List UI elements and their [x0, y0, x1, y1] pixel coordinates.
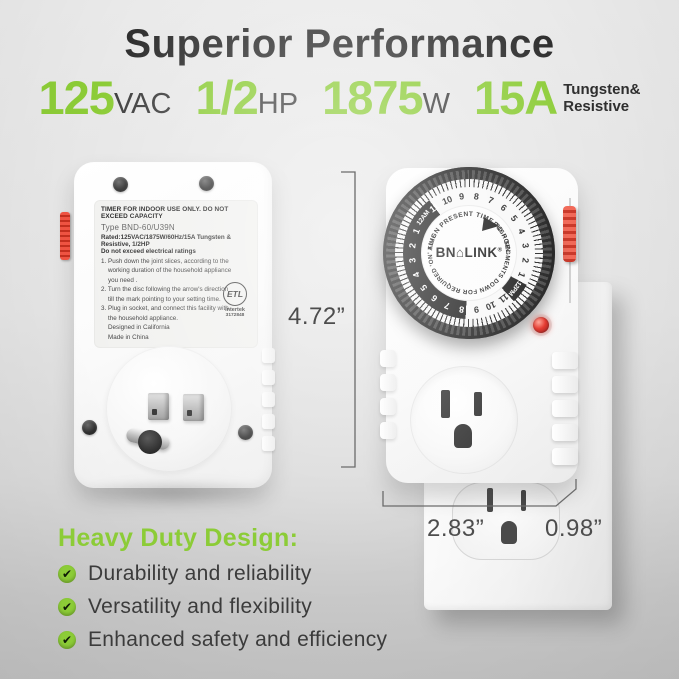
grip-ridge: [380, 422, 396, 439]
spec-value: 1/2: [195, 71, 258, 124]
plug-blade-icon: [148, 393, 169, 420]
red-slider-switch: [563, 206, 576, 262]
brand-right: LINK: [464, 245, 498, 261]
grip-ridge: [552, 448, 578, 465]
shadow: [82, 482, 272, 504]
grip-ridge: [380, 398, 396, 415]
registered-mark: ®: [497, 247, 503, 254]
back-label: TIMER FOR INDOOR USE ONLY. DO NOT EXCEED…: [94, 200, 258, 348]
spec-group: 1/2 HP: [195, 74, 298, 121]
feature-text: Durability and reliability: [88, 562, 312, 585]
timer-front-view: 12AM 11 10 9 8 7 6 5 4 3 2 1 12PM 11 10 9 8 7 6 5 4 3 2 1 ALIGN…: [380, 167, 578, 483]
outlet-ground-hole: [501, 521, 517, 544]
check-icon: ✔: [58, 565, 76, 583]
outlet-slot: [521, 490, 526, 511]
timer-dial: 12AM 11 10 9 8 7 6 5 4 3 2 1 12PM 11 10 9 8 7 6 5 4 3 2 1 ALIGN…: [383, 167, 555, 339]
dimension-width: 2.83”: [427, 515, 485, 542]
spec-unit-line: Tungsten&: [563, 81, 641, 98]
socket-slot: [441, 390, 450, 418]
screw-icon: [82, 420, 97, 435]
front-socket: [410, 366, 518, 474]
back-label-rated: Rated:125VAC/1875W/60Hz/15A Tungsten & R…: [101, 234, 232, 248]
spec-group: 125 VAC: [39, 74, 172, 121]
outlet-slot: [487, 488, 493, 512]
back-label-note: Do not exceed electrical ratings: [101, 248, 196, 255]
brand-left: BN: [435, 245, 456, 261]
grip-ridge: [552, 352, 578, 369]
plug-blade-icon: [183, 394, 204, 421]
spec-unit-line: Resistive: [563, 98, 630, 115]
specs-row: 125 VAC 1/2 HP 1875 W 15A Tungsten& Resistive: [0, 74, 679, 121]
grip-ridge: [380, 350, 396, 367]
etl-number: 3172848: [225, 313, 245, 318]
check-icon: ✔: [58, 631, 76, 649]
grip-ridge: [262, 414, 275, 429]
feature-item: ✔ Enhanced safety and efficiency: [58, 628, 387, 652]
red-slider-switch: [60, 212, 70, 260]
features-section: Heavy Duty Design: ✔ Durability and relia…: [58, 524, 387, 652]
features-list: ✔ Durability and reliability ✔ Versatility …: [58, 562, 387, 652]
page-title: Superior Performance: [124, 22, 555, 66]
grip-ridge: [552, 400, 578, 417]
grip-ridge: [262, 370, 275, 385]
spec-unit: Tungsten& Resistive: [557, 81, 640, 121]
spec-group: 15A Tungsten& Resistive: [474, 74, 640, 121]
check-icon: ✔: [58, 598, 76, 616]
spec-group: 1875 W: [322, 74, 450, 121]
timer-back-view: TIMER FOR INDOOR USE ONLY. DO NOT EXCEED…: [60, 162, 275, 488]
grip-ridge: [262, 392, 275, 407]
dimension-depth: 0.98”: [545, 515, 603, 542]
spec-value: 125: [38, 71, 115, 124]
ground-pin-base: [138, 430, 162, 454]
spec-value: 15A: [474, 71, 558, 124]
grip-ridge: [552, 424, 578, 441]
grip-ridge: [552, 376, 578, 393]
back-label-origin-line: Designed in California: [108, 324, 170, 332]
back-label-step: 1. Push down the joint slices, according…: [101, 258, 232, 284]
spec-unit: W: [422, 87, 451, 120]
grip-ridge: [262, 348, 275, 363]
plug-base: [106, 346, 232, 472]
dimension-height: 4.72”: [288, 303, 346, 330]
socket-ground-hole: [454, 424, 472, 448]
feature-text: Versatility and flexibility: [88, 595, 313, 618]
grip-ridge: [380, 374, 396, 391]
etl-mark: ETL Intertek 3172848: [216, 282, 254, 318]
screw-icon: [113, 177, 128, 192]
spec-value: 1875: [322, 71, 424, 124]
screw-icon: [199, 176, 214, 191]
feature-item: ✔ Durability and reliability: [58, 562, 387, 586]
back-label-origin: Designed in California Made in China: [101, 323, 251, 343]
back-label-step: 3. Plug in socket, and connect this faci…: [101, 305, 229, 322]
dial-face: ALIGN PRESENT TIME TO POINTER PUSH SEGME…: [421, 205, 517, 301]
indicator-led: [533, 317, 549, 333]
back-label-origin-line: Made in China: [108, 333, 149, 341]
back-label-type: Type BND-60/U39N: [101, 223, 175, 232]
house-icon: ⌂: [455, 245, 465, 261]
screw-icon: [238, 425, 253, 440]
spec-unit: HP: [257, 87, 299, 120]
brand-logo: BN⌂LINK®: [436, 245, 503, 260]
features-heading: Heavy Duty Design:: [58, 524, 299, 552]
socket-slot: [474, 392, 482, 416]
back-label-step: 2. Turn the disc following the arrow's d…: [101, 286, 229, 303]
back-label-warning: TIMER FOR INDOOR USE ONLY. DO NOT EXCEED…: [101, 206, 229, 220]
etl-logo-icon: ETL: [223, 282, 247, 306]
spec-unit: VAC: [113, 87, 172, 120]
feature-text: Enhanced safety and efficiency: [88, 628, 388, 651]
feature-item: ✔ Versatility and flexibility: [58, 595, 387, 619]
grip-ridge: [262, 436, 275, 451]
